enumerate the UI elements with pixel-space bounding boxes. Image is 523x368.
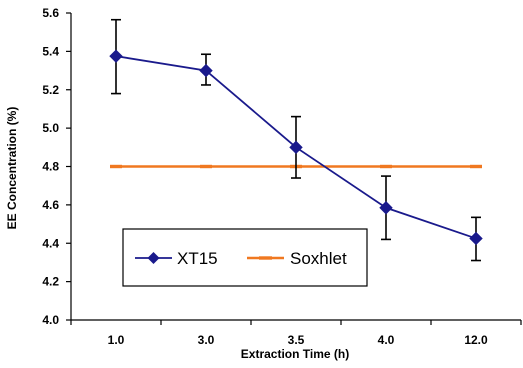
y-tick-label: 4.0 — [42, 313, 59, 327]
x-tick-label: 4.0 — [378, 333, 395, 347]
data-point-xt15 — [289, 140, 303, 155]
x-tick-label: 1.0 — [108, 333, 125, 347]
data-point-xt15 — [469, 231, 483, 246]
series-layer — [109, 18, 483, 262]
x-tick-label: 3.0 — [198, 333, 215, 347]
legend-label-soxhlet: Soxhlet — [290, 249, 347, 268]
y-tick-label: 5.0 — [42, 121, 59, 135]
data-point-xt15 — [199, 63, 213, 78]
y-tick-label: 5.4 — [42, 44, 59, 58]
y-tick-label: 4.8 — [42, 160, 59, 174]
y-axis-title: EE Concentration (%) — [5, 107, 19, 230]
data-point-xt15 — [109, 49, 123, 63]
y-tick-label: 5.2 — [42, 83, 59, 97]
y-tick-label: 4.2 — [42, 275, 59, 289]
data-point-xt15 — [379, 201, 393, 215]
x-axis: 1.0 3.0 3.5 4.0 12.0 — [70, 319, 522, 347]
x-axis-title: Extraction Time (h) — [241, 347, 349, 361]
x-tick-label: 12.0 — [464, 333, 488, 347]
legend: XT15 Soxhlet — [122, 228, 368, 287]
x-tick-label: 3.5 — [288, 333, 305, 347]
y-tick-label: 4.4 — [42, 236, 59, 250]
y-tick-label: 4.6 — [42, 198, 59, 212]
legend-label-xt15: XT15 — [177, 249, 218, 268]
y-tick-label: 5.6 — [42, 6, 59, 20]
y-axis: 4.0 4.2 4.4 4.6 4.8 5.0 5.2 5.4 5.6 — [42, 6, 72, 327]
legend-marker-xt15 — [147, 252, 160, 264]
